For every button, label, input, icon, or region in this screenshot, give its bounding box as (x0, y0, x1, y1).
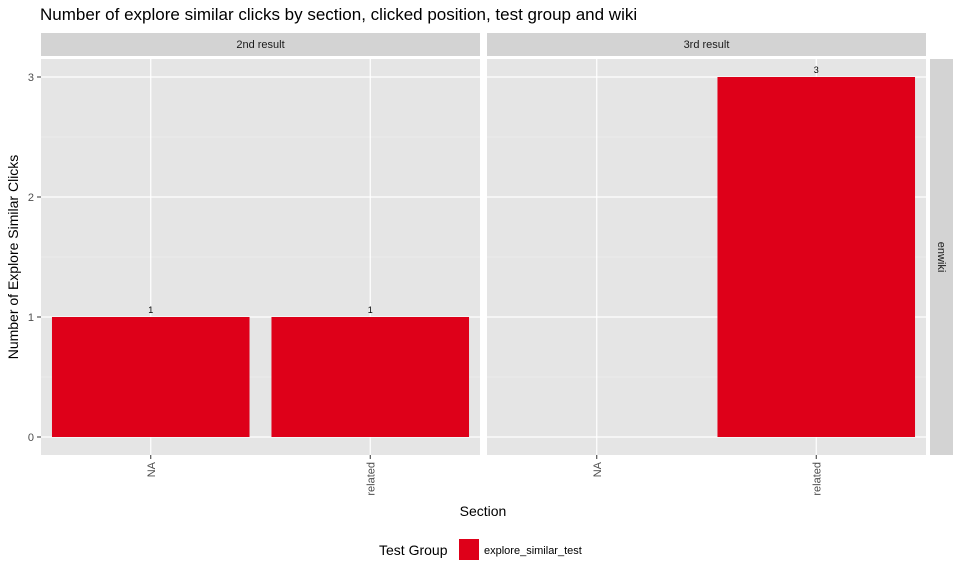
chart-title: Number of explore similar clicks by sect… (40, 5, 637, 24)
bar (717, 77, 916, 437)
legend-key-explore-similar-test (459, 539, 479, 560)
row-facet-label: enwiki (935, 242, 947, 273)
bar (51, 317, 250, 437)
bar-value-label: 1 (368, 305, 373, 315)
bar (271, 317, 470, 437)
facet-strip (487, 33, 926, 56)
x-tick-label: related (365, 462, 377, 496)
y-tick-label: 2 (28, 192, 34, 204)
y-tick-label: 3 (28, 72, 34, 84)
legend-label-explore-similar-test: explore_similar_test (484, 545, 582, 557)
y-tick-label: 1 (28, 312, 34, 324)
row-facet-strip (930, 59, 953, 455)
x-tick-label: related (811, 462, 823, 496)
facet-strip-label: 3rd result (684, 39, 730, 51)
legend: Test Group explore_similar_test (379, 539, 582, 560)
facet-strip (41, 33, 480, 56)
x-tick-label: NA (146, 461, 158, 477)
y-axis-title: Number of Explore Similar Clicks (5, 155, 21, 360)
x-axis-title: Section (460, 503, 507, 519)
y-tick-label: 0 (28, 432, 34, 444)
legend-title: Test Group (379, 542, 448, 558)
x-tick-label: NA (592, 461, 604, 477)
facet-strip-label: 2nd result (236, 39, 284, 51)
bar-value-label: 1 (148, 305, 153, 315)
panels-layer: 2nd result 1 NA 1 related 3rd result NA 3 relate… (28, 33, 953, 496)
bar-value-label: 3 (814, 65, 819, 75)
